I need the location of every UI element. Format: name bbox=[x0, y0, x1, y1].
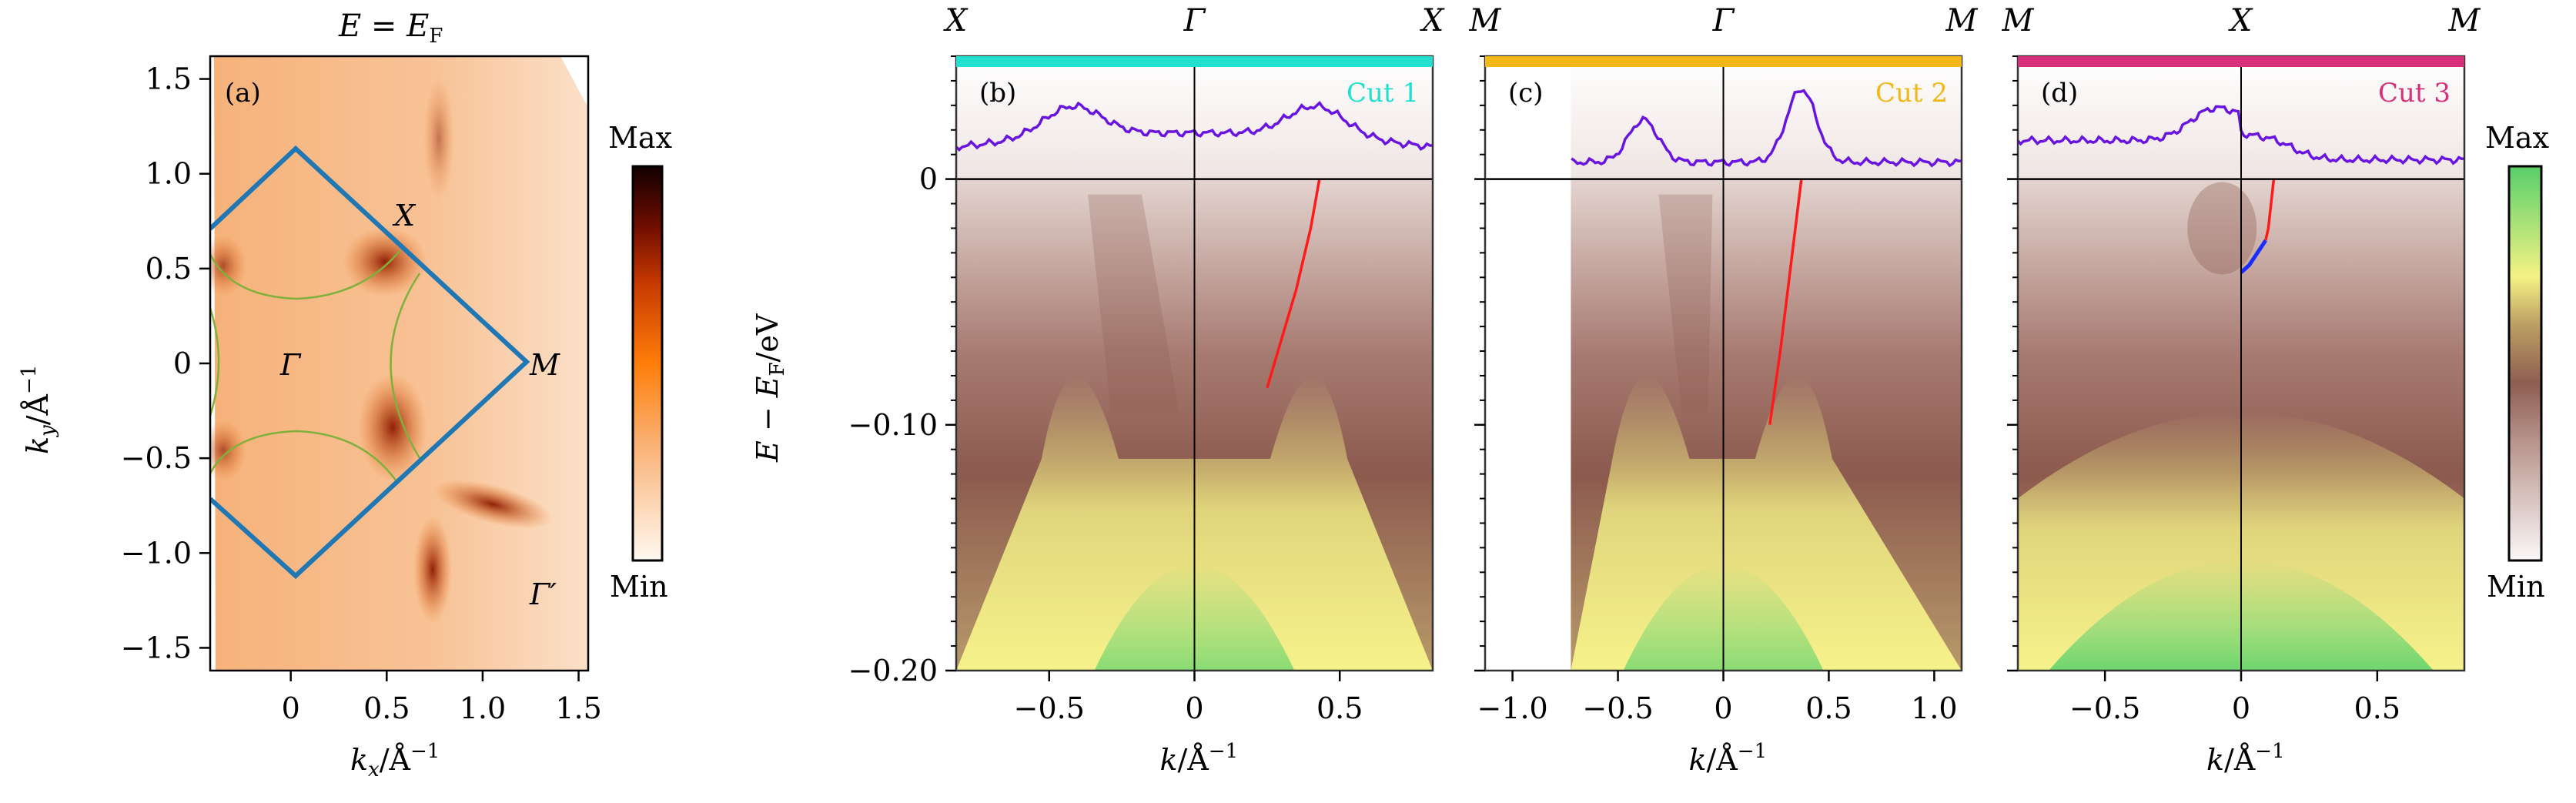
point-label-m: M bbox=[529, 348, 560, 382]
x-tick-label: 0.5 bbox=[1316, 691, 1363, 725]
cut-label: Cut 2 bbox=[1875, 78, 1948, 109]
panel-b: −0.20 −0.10 0 −0.5 0 0.5 k/Å−1 X Γ X (b) Cut 1 bbox=[848, 3, 1445, 777]
high-symmetry-point-label: Γ bbox=[1712, 3, 1735, 38]
panel-a-label: (a) bbox=[225, 78, 261, 109]
x-axis-label: k/Å−1 bbox=[2206, 740, 2285, 777]
arpes-panels: −0.20−0.100−0.5 0 0.5k/Å−1X Γ X(b) Cut 1−1.0−… bbox=[848, 3, 2481, 777]
fermi-contour-lower bbox=[210, 430, 398, 482]
high-symmetry-point-label: Γ bbox=[1183, 3, 1206, 38]
panel-label: (b) bbox=[979, 78, 1016, 109]
dispersion-fit-red bbox=[1768, 179, 1803, 426]
x-tick-label: 0 bbox=[1714, 691, 1732, 725]
x-tick-label: −0.5 bbox=[1582, 691, 1653, 725]
high-symmetry-point-label: M bbox=[1469, 3, 1502, 38]
dispersion-fit-blue bbox=[2240, 239, 2267, 274]
high-symmetry-point-label: M bbox=[1945, 3, 1979, 38]
x-axis-label-k: k bbox=[1689, 743, 1707, 777]
x-axis-label-k: k bbox=[1160, 743, 1178, 777]
band-shadow bbox=[1087, 194, 1179, 413]
panel-label: (c) bbox=[1508, 78, 1544, 109]
x-axis-label: k/Å−1 bbox=[1160, 740, 1239, 777]
colorbar-a-max-label: Max bbox=[608, 121, 672, 155]
colorbar-b-max-label: Max bbox=[2485, 121, 2549, 155]
high-symmetry-point-label: M bbox=[2448, 3, 2481, 38]
high-symmetry-point-label: M bbox=[2002, 3, 2035, 38]
high-symmetry-point-label: X bbox=[943, 3, 969, 38]
dispersion-fit-red bbox=[1266, 179, 1321, 389]
mdc-curve bbox=[1571, 89, 1962, 168]
x-tick-label: 1.5 bbox=[555, 691, 601, 725]
hotspot-x-lower bbox=[358, 373, 427, 481]
x-axis-label-unit: /Å bbox=[1707, 743, 1738, 777]
y-tick-label: −0.20 bbox=[848, 654, 938, 688]
dispersion-fit-red bbox=[2264, 179, 2276, 241]
colorbar-a bbox=[631, 165, 664, 562]
panel-a: 0 0.5 1.0 1.5 −1.5 −1.0 −0.5 0 0.5 1.0 1.5 (a) Γ X… bbox=[18, 8, 672, 781]
y-tick-label: −0.10 bbox=[848, 408, 938, 442]
panel-d: −0.5 0 0.5 k/Å−1 M X M (d) Cut 3 bbox=[2002, 3, 2481, 777]
y-tick-label: −0.5 bbox=[121, 441, 192, 475]
y-tick-label: 0 bbox=[919, 162, 938, 196]
hotspot-left-lower bbox=[210, 420, 246, 481]
fermi-contour-left bbox=[210, 307, 220, 417]
brillouin-zone-boundary bbox=[210, 145, 530, 580]
fermi-contour-upper bbox=[210, 249, 401, 300]
cut-label: Cut 1 bbox=[1347, 78, 1419, 109]
cut-label: Cut 3 bbox=[2378, 78, 2451, 109]
y-tick-label: −1.0 bbox=[121, 536, 192, 570]
x-tick-label: 0.5 bbox=[2354, 691, 2400, 725]
arpes-intensity-map bbox=[1571, 56, 1962, 671]
hotspot-left-upper bbox=[210, 235, 246, 296]
point-label-gamma-prime: Γ′ bbox=[529, 577, 557, 611]
point-label-gamma: Γ bbox=[279, 348, 302, 382]
panel-label: (d) bbox=[2041, 78, 2078, 109]
y-tick-label: 0 bbox=[173, 346, 192, 380]
x-tick-label: 0 bbox=[282, 691, 300, 725]
high-symmetry-point-label: X bbox=[2228, 3, 2253, 38]
panel-a-xlabel: kx/Å−1 bbox=[350, 740, 440, 781]
x-axis-label-unit: /Å bbox=[1178, 743, 1209, 777]
panel-a-ylabel: ky/Å−1 bbox=[18, 365, 59, 454]
x-axis-label-sup: −1 bbox=[1738, 740, 1767, 763]
y-tick-label: −1.5 bbox=[121, 631, 192, 664]
band-shadow bbox=[1658, 194, 1713, 413]
x-tick-label: 0 bbox=[1185, 691, 1203, 725]
x-axis-label-sup: −1 bbox=[1209, 740, 1238, 763]
colorbar-a-min-label: Min bbox=[610, 570, 668, 604]
x-axis-label-sup: −1 bbox=[2255, 740, 2284, 763]
x-tick-label: 0 bbox=[2232, 691, 2250, 725]
hotspot-gamma-prime-horizontal bbox=[433, 480, 553, 529]
cut-color-bar bbox=[1485, 56, 1962, 67]
x-axis-label-unit: /Å bbox=[2224, 743, 2256, 777]
y-tick-label: 1.0 bbox=[146, 157, 192, 191]
panel-a-title: E = EF bbox=[338, 8, 443, 48]
band-hotspot bbox=[2187, 182, 2257, 275]
y-tick-label: 1.5 bbox=[146, 62, 192, 96]
x-tick-label: 1.0 bbox=[1911, 691, 1957, 725]
y-tick-label: 0.5 bbox=[146, 252, 192, 286]
x-tick-label: 0.5 bbox=[1805, 691, 1852, 725]
x-axis-label-k: k bbox=[2206, 743, 2224, 777]
x-tick-label: −1.0 bbox=[1477, 691, 1547, 725]
hotspot-gamma-prime-vertical bbox=[413, 516, 452, 624]
x-tick-label: −0.5 bbox=[1014, 691, 1085, 725]
colorbar-b-min-label: Min bbox=[2487, 570, 2545, 604]
fermi-contour-right bbox=[390, 273, 421, 459]
point-label-x: X bbox=[392, 199, 417, 233]
hotspot-x-upper bbox=[343, 227, 427, 296]
energy-axis-label: E − EF/eV bbox=[751, 313, 789, 463]
cut-color-bar bbox=[956, 56, 1433, 67]
cut-color-bar bbox=[2018, 56, 2464, 67]
panel-c: −1.0 −0.5 0 0.5 1.0 k/Å−1 M Γ M (c) Cut 2 bbox=[1469, 3, 1979, 777]
panel-a-ticks: 0 0.5 1.0 1.5 −1.5 −1.0 −0.5 0 0.5 1.0 1.5 bbox=[121, 62, 602, 725]
x-axis-label: k/Å−1 bbox=[1689, 740, 1768, 777]
x-tick-label: 0.5 bbox=[363, 691, 410, 725]
x-tick-label: −0.5 bbox=[2069, 691, 2140, 725]
x-tick-label: 1.0 bbox=[460, 691, 506, 725]
fermi-surface-map bbox=[210, 56, 588, 671]
high-symmetry-point-label: X bbox=[1420, 3, 1445, 38]
colorbar-b bbox=[2507, 165, 2543, 562]
hotspot-upper-band bbox=[423, 77, 454, 200]
